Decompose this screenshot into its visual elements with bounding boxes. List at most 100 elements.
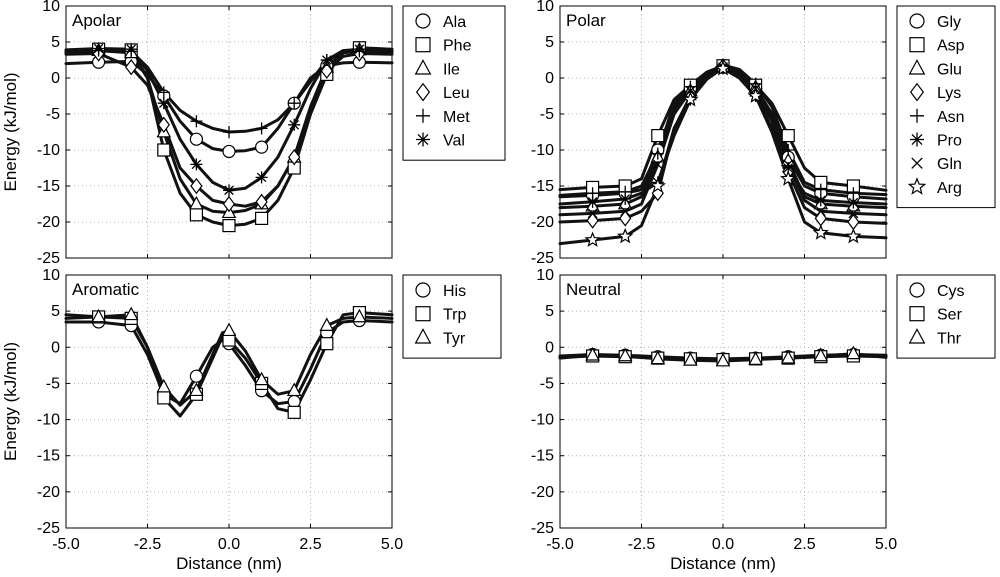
marker-pro: [619, 192, 632, 205]
y-axis-label: Energy (kJ/mol): [1, 342, 20, 461]
y-tick-label: -20: [37, 214, 60, 231]
marker-phe: [255, 211, 269, 225]
marker-thr: [617, 347, 633, 362]
x-tick-label: -5.0: [52, 536, 80, 553]
legend-label: His: [443, 283, 466, 300]
legend-marker-asn: [910, 108, 924, 123]
y-tick-label: -25: [37, 520, 60, 537]
marker-phe: [189, 208, 203, 222]
marker-trp: [320, 337, 334, 351]
marker-thr: [585, 347, 600, 361]
marker-arg: [780, 170, 797, 186]
y-tick-label: 5: [51, 303, 60, 320]
y-tick-label: -15: [37, 448, 60, 465]
marker-val: [125, 43, 138, 56]
marker-phe: [157, 143, 171, 157]
legend-label: Asn: [937, 109, 965, 126]
legend-label: Val: [443, 133, 465, 150]
y-tick-label: -25: [531, 250, 554, 267]
y-tick-label: 5: [545, 303, 554, 320]
x-tick-label: 0.0: [712, 536, 734, 553]
legend-marker-tyr: [414, 328, 432, 344]
marker-arg: [649, 177, 666, 193]
y-tick-label: 10: [42, 267, 60, 284]
legend-marker-cys: [909, 282, 925, 298]
marker-asn: [814, 183, 827, 196]
marker-leu: [157, 116, 170, 133]
marker-met: [288, 97, 301, 110]
marker-leu: [190, 177, 203, 195]
marker-tyr: [156, 378, 172, 393]
panel-aromatic: -5.0 -2.5 0.0 2.5 5.0 10 5 0 -5 -10 -15 -20 -25 Energ…: [1, 267, 502, 573]
x-tick-label: 5.0: [875, 536, 897, 553]
marker-arg: [812, 224, 829, 240]
marker-pro: [847, 196, 860, 209]
marker-tyr: [123, 306, 139, 321]
legend-marker-his: [415, 282, 431, 298]
legend-label: Ile: [443, 61, 460, 78]
marker-val: [288, 118, 301, 131]
marker-lys: [586, 212, 599, 229]
panel-title: Aromatic: [72, 280, 140, 299]
marker-tyr: [91, 308, 106, 323]
marker-thr: [748, 351, 763, 365]
marker-gln: [620, 206, 631, 217]
marker-val: [353, 43, 366, 56]
marker-ala: [255, 140, 269, 154]
marker-met: [190, 115, 203, 128]
legend-label: Glu: [937, 61, 962, 78]
panel-neutral: -5.0 -2.5 0.0 2.5 5.0 10 5 0 -5 -10 -15 -20 -25 Dista…: [531, 267, 996, 573]
marker-val: [320, 54, 333, 66]
legend-label: Thr: [937, 330, 962, 347]
y-tick-label: 0: [51, 339, 60, 356]
panel-polar: 10 5 0 -5 -10 -15 -20 -25 Polar Gly Asp Glu Lys Asn Pr…: [531, 0, 996, 267]
panel-title: Apolar: [72, 11, 121, 30]
marker-pro: [782, 162, 795, 174]
marker-thr: [846, 345, 861, 360]
legend-marker-val: [416, 132, 430, 147]
y-tick-label: -15: [37, 178, 60, 195]
marker-lys: [814, 210, 827, 227]
y-tick-label: -10: [37, 412, 60, 429]
marker-val: [190, 158, 203, 171]
marker-val: [92, 42, 105, 55]
marker-asp: [651, 129, 665, 143]
x-tick-label: 0.0: [218, 536, 240, 553]
panel-title: Neutral: [566, 280, 621, 299]
legend-label: Ala: [443, 14, 466, 31]
legend-marker-ser: [909, 306, 925, 322]
marker-tyr: [286, 382, 302, 397]
marker-thr: [780, 349, 796, 364]
legend-marker-asp: [909, 37, 925, 53]
marker-ala: [189, 132, 203, 146]
legend-label: Gly: [937, 14, 961, 31]
y-tick-label: -10: [531, 412, 554, 429]
y-tick-label: -25: [37, 250, 60, 267]
x-axis-label: Distance (nm): [176, 554, 282, 573]
legend-label: Pro: [937, 133, 962, 150]
x-tick-label: -2.5: [628, 536, 656, 553]
y-tick-label: -10: [531, 142, 554, 159]
legend-label: Arg: [937, 180, 962, 197]
marker-pro: [814, 194, 827, 207]
marker-arg: [617, 227, 634, 244]
y-tick-label: -5: [540, 106, 554, 123]
y-tick-label: -20: [531, 214, 554, 231]
panel-title: Polar: [566, 11, 606, 30]
legend-label: Cys: [937, 283, 965, 300]
series-line-asp: [558, 64, 888, 192]
legend-label: Lys: [937, 85, 961, 102]
y-tick-label: 10: [42, 0, 60, 15]
y-tick-label: -5: [540, 375, 554, 392]
marker-leu: [320, 62, 333, 79]
marker-ala: [222, 144, 236, 159]
legend-box: [896, 5, 996, 209]
x-tick-label: 2.5: [299, 536, 321, 553]
y-tick-label: 10: [536, 0, 554, 15]
plot-frame: [559, 274, 887, 529]
marker-gln: [815, 206, 826, 217]
x-tick-label: 5.0: [381, 536, 403, 553]
legend-marker-ile: [414, 59, 432, 75]
marker-gln: [685, 86, 696, 96]
marker-thr: [683, 352, 698, 366]
